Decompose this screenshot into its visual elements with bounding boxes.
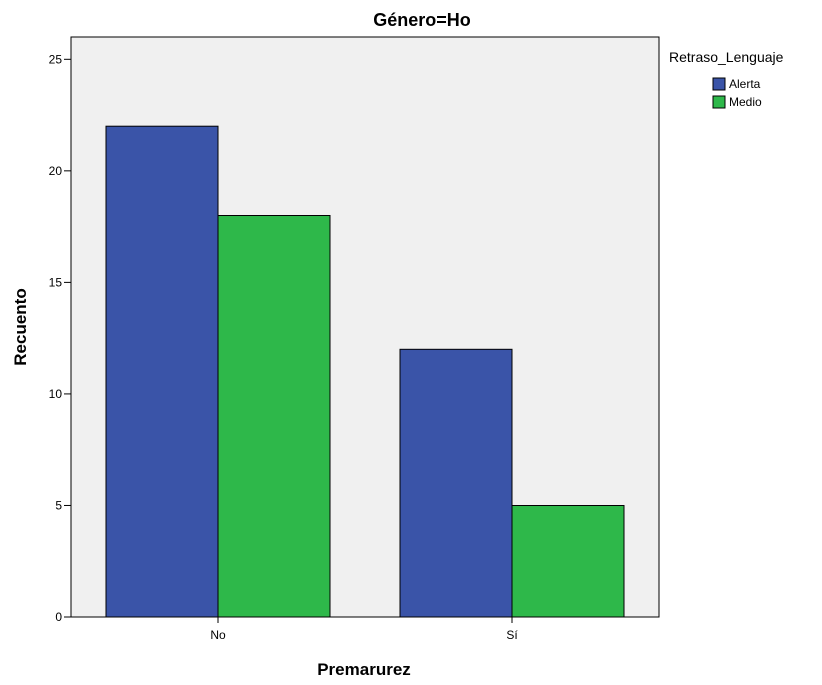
legend-label-alerta: Alerta xyxy=(729,77,761,91)
legend-swatch-alerta xyxy=(712,77,726,91)
y-tick-label: 5 xyxy=(55,498,62,512)
bar-medio-1 xyxy=(217,215,331,618)
bar-alerta-2 xyxy=(399,348,513,618)
y-tick-label: 20 xyxy=(49,164,63,178)
legend: Retraso_Lenguaje Alerta Medio xyxy=(669,49,784,109)
y-tick-label: 25 xyxy=(49,52,63,66)
legend-title: Retraso_Lenguaje xyxy=(669,49,784,65)
bar-alerta-1 xyxy=(105,125,219,618)
bar-medio-2 xyxy=(511,505,625,618)
x-tick-label: No xyxy=(210,628,226,642)
y-tick-label: 10 xyxy=(49,387,63,401)
y-axis-title: Recuento xyxy=(11,288,30,365)
x-axis: No Sí xyxy=(210,617,518,642)
y-axis: 0 5 10 15 20 25 xyxy=(49,37,72,624)
y-tick-label: 0 xyxy=(55,610,62,624)
chart-title: Género=Ho xyxy=(373,10,471,30)
legend-swatch-medio xyxy=(712,95,726,109)
x-tick-label: Sí xyxy=(506,628,518,642)
legend-label-medio: Medio xyxy=(729,95,762,109)
bars-group xyxy=(105,125,625,618)
y-tick-label: 15 xyxy=(49,275,63,289)
x-axis-title: Premarurez xyxy=(317,660,411,679)
